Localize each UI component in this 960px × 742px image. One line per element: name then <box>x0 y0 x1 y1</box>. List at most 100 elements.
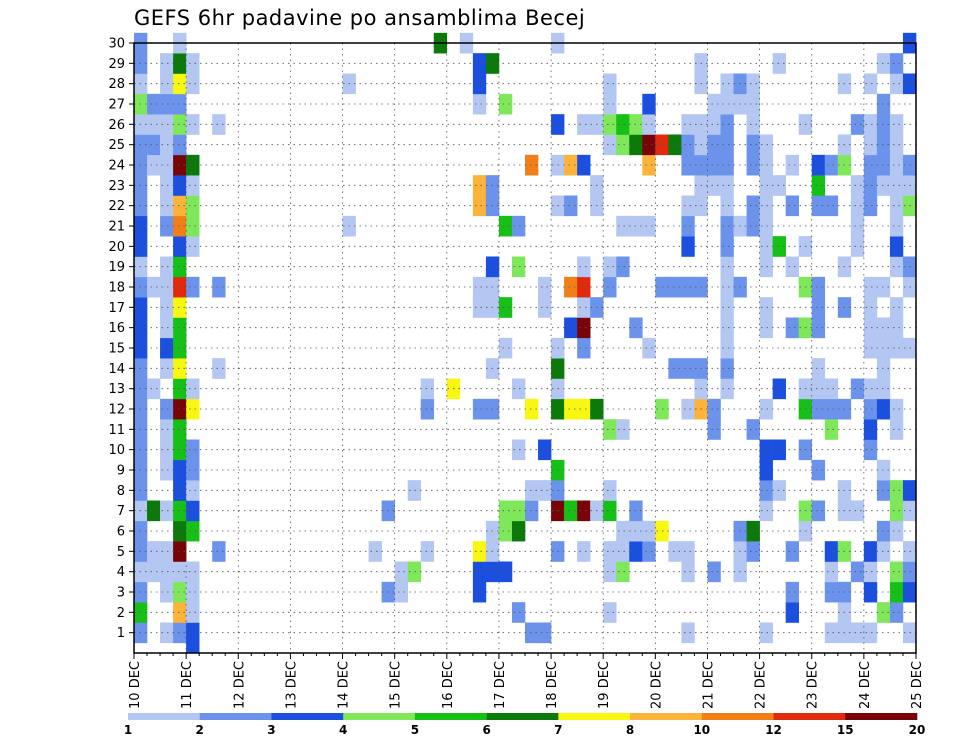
heatmap-cell <box>420 398 435 420</box>
heatmap-cell <box>889 195 904 217</box>
heatmap-cell <box>603 134 617 156</box>
heatmap-cell <box>173 175 187 196</box>
heatmap-cell <box>720 337 734 359</box>
heatmap-cell <box>147 500 161 522</box>
heatmap-cell <box>160 439 174 461</box>
heatmap-cell <box>538 276 552 298</box>
heatmap-cell <box>160 256 174 278</box>
heatmap-cell <box>173 419 187 440</box>
heatmap-cell <box>186 459 200 481</box>
heatmap-cell <box>173 500 187 522</box>
heatmap-cell <box>681 215 695 237</box>
heatmap-cell <box>720 93 734 115</box>
heatmap-cell <box>876 337 891 359</box>
heatmap-cell <box>173 53 187 74</box>
heatmap-cell <box>173 337 187 359</box>
heatmap-cell <box>603 480 617 501</box>
heatmap-cell <box>876 53 891 74</box>
heatmap-cell <box>616 419 630 440</box>
heatmap-cell <box>707 398 721 420</box>
heatmap-cell <box>173 541 187 562</box>
heatmap-cell <box>772 53 786 74</box>
heatmap-cell <box>616 114 630 135</box>
y-tick-label: 7 <box>117 504 125 519</box>
heatmap-cell <box>160 114 174 135</box>
heatmap-cell <box>785 541 799 562</box>
heatmap-cell <box>720 154 734 176</box>
heatmap-cell <box>889 337 904 359</box>
heatmap-cell <box>498 500 513 522</box>
y-tick-label: 17 <box>108 301 125 316</box>
heatmap-cell <box>173 154 187 176</box>
x-tick-label: 16 DEC <box>441 661 456 709</box>
heatmap-cell <box>889 602 904 623</box>
heatmap-cell <box>889 419 904 440</box>
y-tick-label: 6 <box>117 525 125 540</box>
heatmap-cell <box>785 602 799 623</box>
heatmap-cell <box>498 93 513 115</box>
heatmap-cell <box>577 541 591 562</box>
heatmap-cell <box>863 439 878 461</box>
heatmap-cell <box>720 175 734 196</box>
heatmap-cell <box>642 541 656 562</box>
heatmap-cell <box>147 154 161 176</box>
heatmap-cell <box>889 398 904 420</box>
heatmap-cell <box>173 276 187 298</box>
heatmap-cell <box>863 114 878 135</box>
heatmap-cell <box>863 378 878 400</box>
heatmap-cell <box>147 93 161 115</box>
heatmap-cell <box>863 134 878 156</box>
heatmap-cell <box>824 378 839 400</box>
heatmap-cell <box>186 500 200 522</box>
heatmap-cell <box>681 236 695 257</box>
heatmap-cell <box>407 480 422 501</box>
heatmap-cell <box>472 398 487 420</box>
heatmap-cell <box>160 215 174 237</box>
heatmap-cell <box>173 134 187 156</box>
colorbar-swatch <box>845 713 918 720</box>
heatmap-cell <box>811 175 826 196</box>
heatmap-cell <box>577 337 591 359</box>
y-tick-label: 12 <box>108 403 125 418</box>
heatmap-cell <box>720 358 734 379</box>
heatmap-cell <box>824 398 839 420</box>
heatmap-cell <box>642 154 656 176</box>
heatmap-cell <box>160 53 174 74</box>
heatmap-cell <box>616 215 630 237</box>
colorbar-swatch <box>128 713 201 720</box>
y-axis: 1234567891011121314151617181920212223242… <box>108 37 134 641</box>
heatmap-cell <box>173 256 187 278</box>
heatmap-cell <box>863 419 878 440</box>
heatmap-cell <box>668 358 682 379</box>
heatmap-cell <box>173 215 187 237</box>
colorbar-swatch <box>486 713 559 720</box>
heatmap-cell <box>616 520 630 542</box>
heatmap-cell <box>186 480 200 501</box>
colorbar-swatch <box>271 713 344 720</box>
heatmap-cell <box>863 541 878 562</box>
heatmap-cell <box>525 622 539 644</box>
heatmap-cell <box>720 215 734 237</box>
heatmap-cell <box>160 500 174 522</box>
heatmap-cell <box>642 337 656 359</box>
heatmap-cell <box>173 602 187 623</box>
x-tick-label: 11 DEC <box>180 661 195 709</box>
heatmap-cell <box>759 175 773 196</box>
heatmap-cell <box>746 520 760 542</box>
heatmap-cell <box>525 480 539 501</box>
heatmap-cell <box>472 541 487 562</box>
heatmap-cell <box>186 276 200 298</box>
heatmap-cell <box>642 520 656 542</box>
heatmap-cell <box>160 561 174 583</box>
heatmap-cell <box>863 195 878 217</box>
heatmap-cell <box>811 398 826 420</box>
heatmap-cell <box>811 459 826 481</box>
heatmap-cell <box>160 297 174 318</box>
heatmap-cell <box>720 73 734 95</box>
heatmap-cell <box>681 398 695 420</box>
heatmap-cell <box>811 317 826 339</box>
heatmap-cell <box>707 419 721 440</box>
heatmap-cell <box>876 602 891 623</box>
heatmap-cell <box>603 561 617 583</box>
